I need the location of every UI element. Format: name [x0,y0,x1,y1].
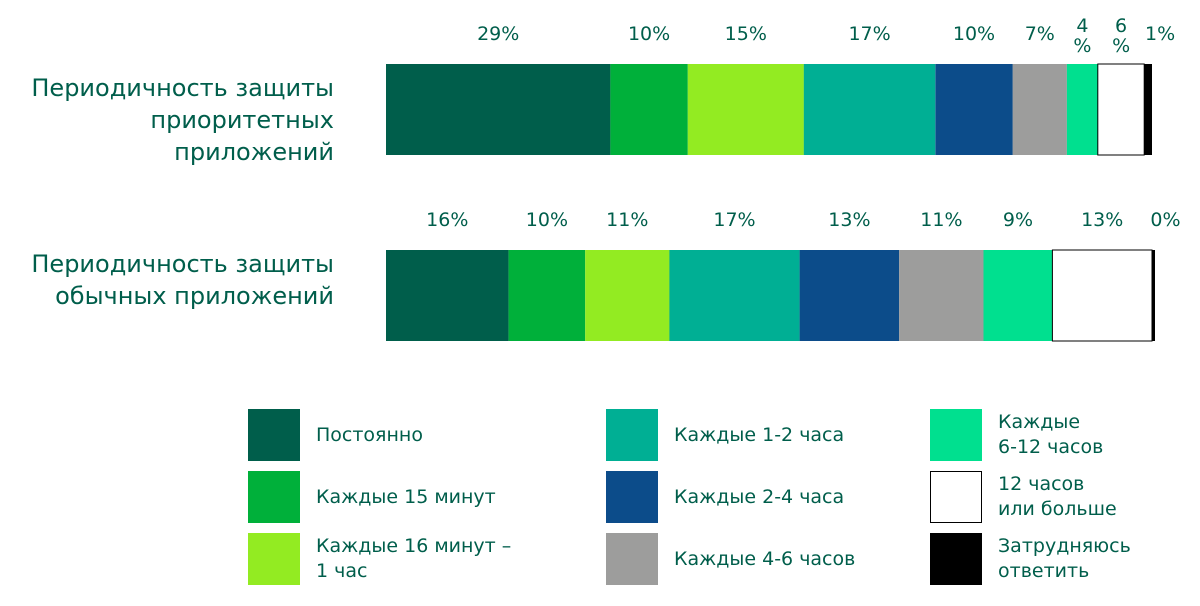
legend-swatch [606,409,658,461]
value-label: 6% [1112,15,1130,57]
value-label: 7% [1025,23,1055,45]
legend-item-1-2h: Каждые 1-2 часа [606,409,844,461]
category-label-priority: Периодичность защиты приоритетных прилож… [31,74,334,166]
bar-segment [1051,249,1153,342]
legend-label: Затрудняюсь ответить [998,535,1131,582]
legend-label: 12 часов или больше [998,473,1117,520]
legend-swatch [930,533,982,585]
value-label: 0% [1150,209,1180,231]
bar-segment [386,250,509,341]
legend-swatch [606,533,658,585]
value-label: 17% [848,23,890,45]
value-label: 17% [713,209,755,231]
value-label: 16% [426,209,468,231]
value-label: 11% [606,209,648,231]
legend-item-4-6h: Каждые 4-6 часов [606,533,855,585]
value-label: 10% [953,23,995,45]
legend-swatch [248,533,300,585]
legend-swatch [930,471,982,523]
value-label: 13% [828,209,870,231]
bar-segment [1097,63,1145,156]
legend-label: Каждые 4-6 часов [674,547,856,570]
legend-item-constant: Постоянно [248,409,423,461]
legend-item-15min: Каждые 15 минут [248,471,496,523]
legend-item-6-12h: Каждые 6-12 часов [930,409,1103,461]
bar-segment [1152,250,1155,341]
legend-swatch [248,471,300,523]
legend-label: Каждые 6-12 часов [998,411,1104,458]
bar-segment [935,64,1013,155]
value-label: 10% [526,209,568,231]
value-label: 15% [725,23,767,45]
bar-segment [799,250,900,341]
bar-segment [1066,64,1098,155]
value-label: 1% [1145,23,1175,45]
bar-segment [610,64,688,155]
legend-label: Каждые 15 минут [316,485,496,508]
legend-swatch [606,471,658,523]
legend-swatch [248,409,300,461]
value-label: 4% [1073,15,1091,57]
legend-item-2-4h: Каждые 2-4 часа [606,471,844,523]
legend-label: Каждые 16 минут – 1 час [316,535,512,582]
bar-segment [803,64,936,155]
value-label: 29% [477,23,519,45]
bar-segment [899,250,984,341]
legend-item-16min-1h: Каждые 16 минут – 1 час [248,533,511,585]
legend-label: Каждые 1-2 часа [674,423,845,446]
bar-segment [669,250,800,341]
value-label: 11% [920,209,962,231]
bar-segment [508,250,586,341]
value-label: 10% [628,23,670,45]
bar-segment [983,250,1053,341]
value-label: 13% [1081,209,1123,231]
legend-swatch [930,409,982,461]
bar-segment [687,64,804,155]
category-label-regular: Периодичность защиты обычных приложений [31,250,334,310]
bar-segment [1144,64,1152,155]
bar-segment [386,64,611,155]
legend-item-12h-plus: 12 часов или больше [930,471,1117,523]
bar-segment [1012,64,1067,155]
legend-label: Постоянно [316,423,423,446]
bar-segment [585,250,670,341]
legend-label: Каждые 2-4 часа [674,485,845,508]
legend-item-no-answer: Затрудняюсь ответить [930,533,1131,585]
value-label: 9% [1003,209,1033,231]
